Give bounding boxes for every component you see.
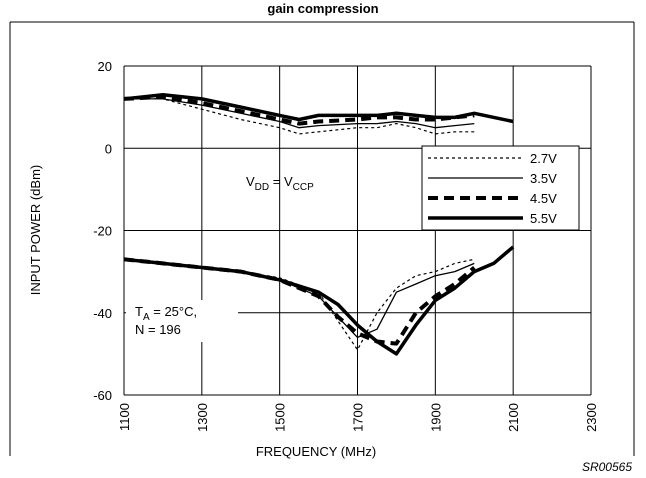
series-line-4-5V-upper: [123, 94, 475, 126]
legend: 2.7V 3.5V 4.5V 5.5V: [421, 145, 580, 231]
legend-label: 4.5V: [530, 191, 557, 206]
x-tick-label: 1300: [195, 403, 210, 432]
legend-box: [421, 145, 580, 231]
series-line-2-7V-upper: [124, 98, 475, 135]
vdd-annotation: VDD = VCCP: [246, 174, 314, 193]
n-annotation: N = 196: [135, 322, 181, 337]
series-group: [123, 93, 515, 356]
y-axis-title: INPUT POWER (dBm): [28, 165, 43, 296]
x-tick-label: 1700: [351, 403, 366, 432]
x-tick-label: 1900: [428, 403, 443, 432]
y-tick-label: 20: [98, 59, 112, 74]
y-tick-label: -20: [93, 224, 112, 239]
ta-annotation: TA = 25°C,: [135, 304, 197, 323]
x-axis-title: FREQUENCY (MHz): [256, 444, 376, 459]
y-tick-label: 0: [105, 141, 112, 156]
legend-label: 5.5V: [530, 211, 557, 226]
x-tick-label: 1100: [117, 403, 132, 431]
figure-code: SR00565: [582, 460, 632, 474]
ta-annotation-background: [126, 300, 238, 342]
series-line-3-5V-upper: [124, 98, 475, 129]
legend-label: 3.5V: [530, 171, 557, 186]
chart-title-fragment: gain compression: [267, 1, 378, 16]
series-line-5-5V-lower: [123, 245, 515, 356]
x-tick-label: 2300: [584, 403, 599, 432]
y-tick-label: -40: [93, 306, 112, 321]
series-line-5-5V-upper: [123, 93, 514, 124]
x-tick-label: 2100: [506, 403, 521, 432]
axes: 1100 1300 1500 1700 1900 2100 2300 -60 -40 -20 0 20: [93, 59, 599, 432]
x-tick-label: 1500: [273, 403, 288, 432]
legend-label: 2.7V: [530, 151, 557, 166]
y-tick-label: -60: [93, 388, 112, 403]
